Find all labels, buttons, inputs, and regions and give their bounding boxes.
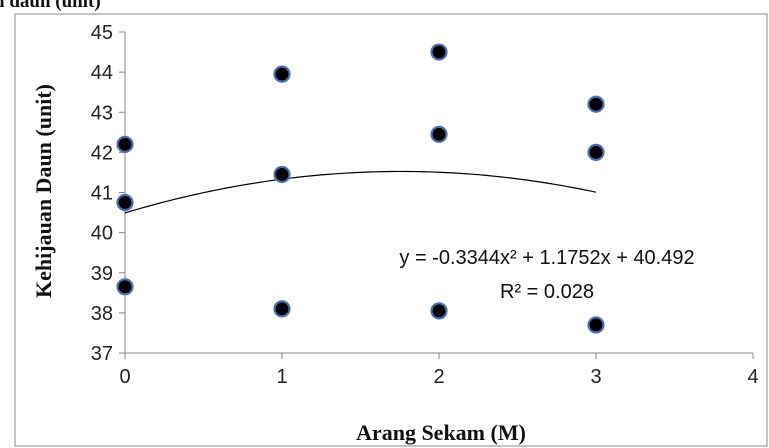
y-tick-label: 45 xyxy=(91,22,113,44)
x-tick-label: 4 xyxy=(747,366,758,388)
data-point xyxy=(118,279,133,294)
trendline-equation: y = -0.3344x² + 1.1752x + 40.492 xyxy=(399,247,694,269)
x-tick-label: 3 xyxy=(590,366,601,388)
y-tick-label: 38 xyxy=(91,303,113,325)
y-tick-label: 37 xyxy=(91,343,113,365)
data-point xyxy=(118,137,133,152)
data-point xyxy=(118,195,133,210)
x-tick-label: 2 xyxy=(433,366,444,388)
y-tick-label: 42 xyxy=(91,142,113,164)
x-axis-title: Arang Sekam (M) xyxy=(356,420,526,445)
y-tick-label: 43 xyxy=(91,102,113,124)
header-fragment: n daun (unit) xyxy=(0,0,101,12)
y-tick-label: 41 xyxy=(91,183,113,205)
data-point xyxy=(275,301,290,316)
data-point xyxy=(432,45,447,60)
data-point xyxy=(432,303,447,318)
data-point xyxy=(275,167,290,182)
y-axis-title: Kehijauan Daun (unit) xyxy=(31,84,56,298)
y-tick-label: 40 xyxy=(91,223,113,245)
y-tick-label: 44 xyxy=(91,62,113,84)
x-tick-label: 0 xyxy=(119,366,130,388)
data-point xyxy=(275,67,290,82)
y-tick-label: 39 xyxy=(91,263,113,285)
data-point xyxy=(432,127,447,142)
x-tick-label: 1 xyxy=(276,366,287,388)
data-point xyxy=(589,317,604,332)
r-squared-label: R² = 0.028 xyxy=(500,281,594,303)
data-point xyxy=(589,145,604,160)
data-point xyxy=(589,97,604,112)
